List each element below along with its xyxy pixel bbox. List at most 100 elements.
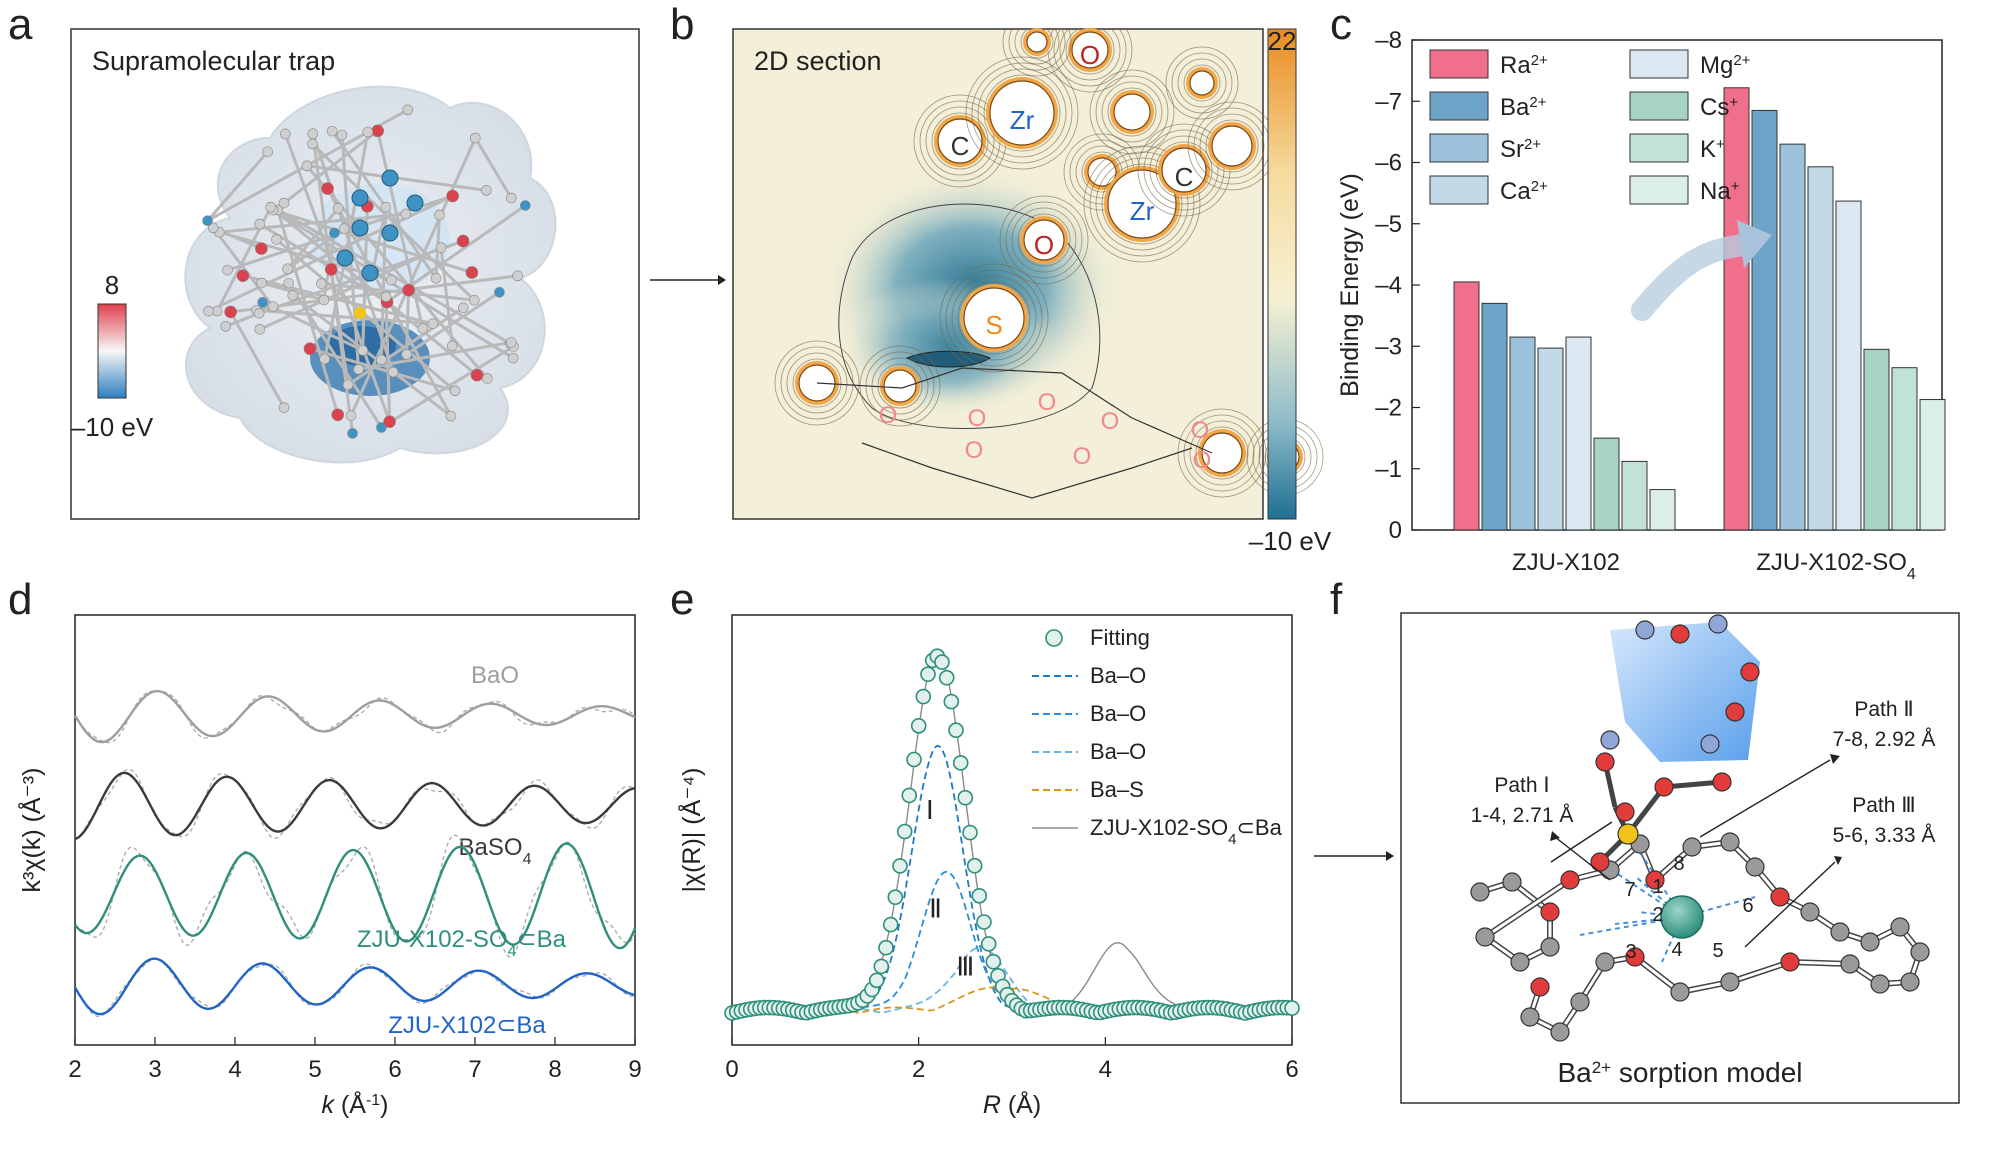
- legend-label-sub: 4: [1228, 831, 1236, 848]
- bond: [1484, 878, 1571, 939]
- atom: [287, 290, 299, 301]
- fitting-point: [938, 669, 955, 686]
- atom: [494, 286, 505, 298]
- legend-charge: 2+: [1529, 94, 1546, 111]
- trend-arrow: [1631, 234, 1753, 321]
- legend-swatch-na: [1629, 175, 1689, 205]
- density-peak: [1189, 70, 1215, 96]
- atom: [376, 422, 387, 433]
- density-peak: [1026, 31, 1048, 53]
- legend-label-na: Na+: [1700, 178, 1740, 206]
- atom: [202, 215, 213, 227]
- atom: [278, 197, 290, 209]
- zr-node-atom: [1708, 614, 1728, 634]
- zr-cluster: [1610, 622, 1760, 762]
- atom: [318, 294, 330, 306]
- path-3-name: Path Ⅲ: [1852, 794, 1916, 817]
- y-tick-label: –3: [1375, 333, 1402, 360]
- crown-oxygen-label: O: [1101, 408, 1120, 435]
- atom: [254, 218, 266, 230]
- legend-label-ba: Ba2+: [1500, 94, 1547, 122]
- crown-oxygen-label: O: [965, 437, 984, 464]
- legend-label-1: Ba–O: [1090, 663, 1146, 688]
- path-1-detail: 1-4, 2.71 Å: [1471, 804, 1574, 827]
- bar-cs-1: [1863, 348, 1890, 531]
- atom: [402, 104, 414, 116]
- atom: [468, 294, 480, 306]
- oxygen-atom: [1770, 887, 1790, 907]
- density-contour: [965, 56, 1079, 170]
- x-tick-label: 0: [725, 1056, 738, 1083]
- atom: [353, 363, 364, 375]
- path-2-name: Path Ⅱ: [1854, 698, 1913, 721]
- atom: [282, 263, 293, 275]
- density-contour: [1177, 58, 1227, 108]
- path-1-name: Path Ⅰ: [1494, 774, 1549, 797]
- zr-atom: [406, 194, 424, 212]
- density-contour: [925, 106, 995, 176]
- atom: [316, 278, 327, 289]
- density-contour: [774, 340, 860, 426]
- fitting-point: [1284, 1000, 1300, 1016]
- ball-and-stick-model: [202, 104, 531, 439]
- y-tick-label: 0: [1389, 517, 1402, 544]
- panel-letter-f: f: [1330, 575, 1343, 624]
- legend-ion: Sr: [1500, 136, 1524, 163]
- legend-label-cs: Cs+: [1700, 94, 1738, 122]
- atom: [307, 128, 319, 140]
- series-label-sub: 4: [523, 851, 532, 868]
- panel-a: Supramolecular trap 8 –10 eV: [70, 28, 640, 520]
- chart-c: 0 –1 –2 –3 –4 –5 –6 –7 –8 Binding Energy (eV) ZJU-…: [1336, 27, 1946, 580]
- atom: [481, 185, 492, 196]
- atom: [224, 305, 237, 319]
- panel-a-title: Supramolecular trap: [92, 46, 335, 76]
- legend-label-k: K+: [1700, 136, 1725, 164]
- density-peak: [963, 287, 1025, 349]
- legend-swatch-ca: [1429, 175, 1489, 205]
- x-axis-var: k: [321, 1091, 335, 1119]
- density-contour: [1011, 207, 1077, 273]
- atom: [267, 301, 279, 313]
- atom: [430, 272, 442, 284]
- legend-swatch-ra: [1429, 49, 1489, 79]
- panel-letter-c: c: [1330, 0, 1352, 49]
- atom: [383, 415, 396, 428]
- panel-letter-a: a: [8, 0, 33, 49]
- linker-bond: [1663, 779, 1723, 790]
- atom: [376, 354, 387, 366]
- series-label-0: BaO: [471, 662, 519, 689]
- atom-number-2: 2: [1652, 904, 1663, 926]
- oxygen-atom: [1540, 902, 1560, 922]
- experimental-curve-3: [74, 958, 636, 1018]
- atom-label-o: O: [1080, 40, 1100, 70]
- path-3-detail: 5-6, 3.33 Å: [1833, 824, 1936, 847]
- bar-na-0: [1649, 489, 1676, 531]
- density-contour: [1165, 46, 1239, 120]
- carbon-atom: [1860, 932, 1880, 952]
- atom: [257, 297, 268, 308]
- legend-label-mg: Mg2+: [1700, 52, 1751, 80]
- peak-label: Ⅲ: [956, 951, 974, 981]
- legend-swatch-ba: [1429, 91, 1489, 121]
- bar-ca-0: [1537, 347, 1564, 531]
- legend-charge: 2+: [1531, 52, 1548, 69]
- density-contour: [1195, 426, 1249, 480]
- bond: [1789, 960, 1851, 966]
- x-category-label-text: ZJU-X102: [1512, 549, 1620, 576]
- bond: [380, 345, 515, 429]
- atom: [371, 124, 384, 138]
- atom: [329, 227, 340, 239]
- carbon-atom: [1900, 972, 1920, 992]
- density-contour: [1089, 151, 1195, 257]
- atom: [256, 277, 267, 289]
- atom: [427, 318, 439, 330]
- x-tick-label: 6: [388, 1056, 401, 1083]
- path-2-arrow: [1699, 759, 1831, 838]
- atom-number-1: 1: [1652, 876, 1663, 898]
- atom: [324, 263, 338, 276]
- bond: [286, 207, 340, 270]
- zr-node-atom: [1635, 620, 1655, 640]
- x-axis-unit: (Å): [1001, 1089, 1041, 1119]
- legend-swatch-sr: [1429, 133, 1489, 163]
- x-tick-label: 5: [308, 1056, 321, 1083]
